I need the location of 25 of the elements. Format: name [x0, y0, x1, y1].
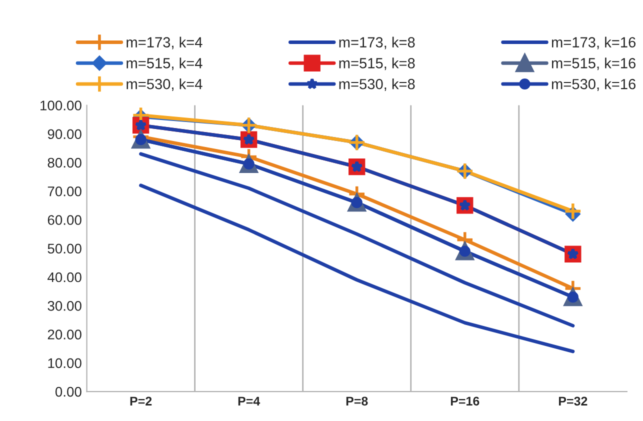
- x-tick-label: P=2: [130, 396, 152, 406]
- y-tick-label: 10.00: [48, 358, 82, 368]
- x-tick-label: P=32: [558, 396, 588, 406]
- x-tick-label: P=8: [346, 396, 368, 406]
- legend-label: m=173, k=4: [126, 36, 202, 50]
- y-tick-label: 0.00: [55, 386, 82, 397]
- legend-label: m=515, k=8: [339, 58, 415, 70]
- legend-label: m=530, k=16: [552, 78, 636, 91]
- legend-label: m=515, k=4: [126, 58, 202, 70]
- y-tick-label: 100.00: [40, 100, 82, 110]
- legend-label: m=173, k=16: [552, 36, 636, 50]
- legend-label: m=173, k=8: [339, 36, 415, 50]
- y-tick-label: 30.00: [48, 300, 82, 311]
- x-tick-label: P=16: [450, 396, 480, 406]
- x-tick-label: P=4: [238, 396, 260, 406]
- y-tick-label: 20.00: [48, 330, 82, 340]
- y-tick-label: 90.00: [48, 129, 82, 140]
- y-tick-label: 50.00: [48, 244, 82, 254]
- y-tick-label: 80.00: [48, 158, 82, 168]
- y-tick-label: 70.00: [48, 186, 82, 196]
- y-tick-label: 60.00: [48, 215, 82, 225]
- y-tick-label: 40.00: [48, 272, 82, 282]
- legend-label: m=530, k=8: [339, 78, 415, 91]
- legend-label: m=515, k=16: [552, 58, 636, 70]
- legend-label: m=530, k=4: [126, 78, 202, 91]
